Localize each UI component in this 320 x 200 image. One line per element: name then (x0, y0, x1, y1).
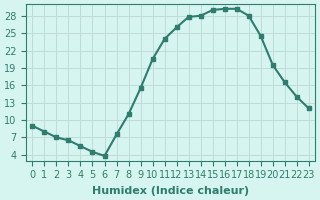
X-axis label: Humidex (Indice chaleur): Humidex (Indice chaleur) (92, 186, 249, 196)
